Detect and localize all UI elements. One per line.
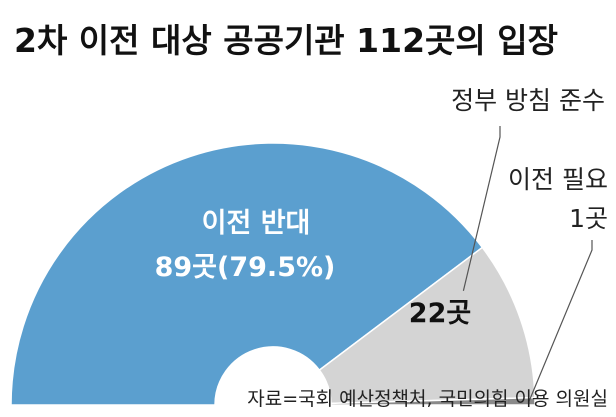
annotation-comply-name: 정부 방침 준수 — [451, 86, 605, 115]
annotation-needed-value: 1곳 — [569, 204, 608, 233]
chart-title: 2차 이전 대상 공공기관 112곳의 입장 — [14, 21, 558, 60]
semi-donut — [10, 142, 536, 406]
label-oppose-value: 89곳(79.5%) — [155, 252, 336, 283]
label-oppose-name: 이전 반대 — [202, 208, 311, 239]
leader-comply — [462, 126, 501, 291]
label-comply-value: 22곳 — [409, 298, 471, 329]
annotation-needed-name: 이전 필요 — [508, 165, 608, 194]
slice-oppose — [10, 142, 484, 406]
annotation-leaders — [462, 126, 593, 402]
source-note: 자료=국회 예산정책처, 국민의힘 이용 의원실 — [247, 388, 608, 410]
slice-comply — [318, 246, 536, 405]
leader-needed — [528, 240, 593, 402]
slice-needed — [330, 396, 536, 406]
